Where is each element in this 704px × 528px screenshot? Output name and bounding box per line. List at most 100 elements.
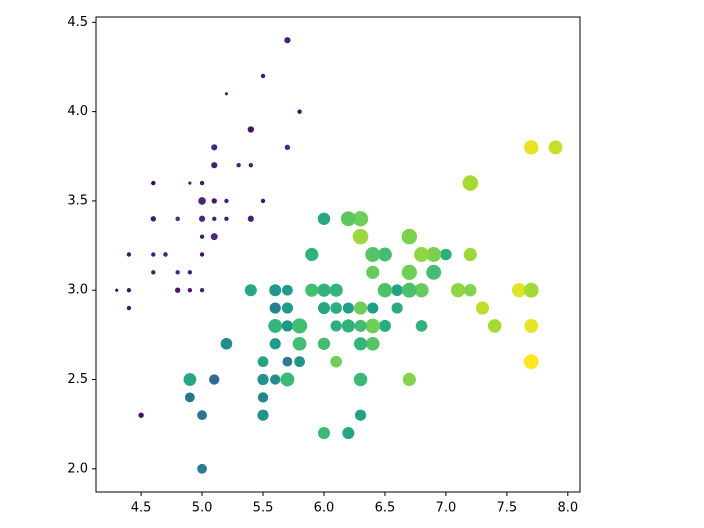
point: [317, 337, 331, 350]
point: [365, 337, 380, 351]
point: [280, 372, 295, 387]
point: [260, 198, 266, 204]
point: [198, 197, 206, 205]
point: [284, 37, 291, 44]
point: [548, 140, 563, 155]
point: [150, 216, 156, 222]
point: [291, 318, 308, 334]
point: [211, 162, 218, 169]
point: [292, 337, 307, 351]
point: [414, 247, 429, 262]
point: [247, 215, 254, 222]
point: [329, 283, 343, 297]
point: [402, 372, 416, 387]
point: [475, 301, 490, 315]
point: [341, 319, 355, 333]
point: [353, 372, 368, 387]
point: [317, 302, 330, 315]
x-tick-label: 6.5: [375, 501, 396, 516]
point: [248, 163, 254, 168]
point: [269, 302, 281, 314]
point: [401, 228, 418, 245]
point: [183, 373, 197, 386]
point: [199, 288, 205, 293]
point: [175, 216, 180, 221]
point: [365, 318, 381, 334]
point: [353, 301, 368, 315]
point: [450, 283, 466, 298]
point: [352, 211, 369, 227]
point: [415, 320, 428, 332]
point: [524, 318, 539, 333]
point: [352, 228, 369, 245]
point: [340, 211, 356, 227]
y-tick-label: 3.5: [67, 193, 88, 208]
point: [330, 320, 342, 332]
point: [282, 284, 293, 296]
point: [464, 284, 477, 297]
point: [220, 337, 233, 350]
x-tick-label: 7.5: [497, 501, 518, 516]
x-tick-label: 5.5: [253, 501, 274, 516]
point: [294, 356, 305, 368]
point: [257, 373, 269, 386]
point: [281, 320, 294, 332]
point: [330, 302, 342, 314]
point: [354, 409, 367, 421]
point: [115, 288, 119, 292]
point: [163, 252, 168, 257]
point: [281, 302, 294, 314]
point: [174, 287, 181, 293]
point: [401, 264, 417, 280]
point: [511, 283, 527, 298]
point: [305, 247, 319, 262]
point: [138, 412, 144, 418]
point: [523, 282, 539, 298]
point: [224, 198, 229, 204]
point: [224, 216, 229, 221]
point: [317, 212, 331, 225]
point: [126, 305, 132, 311]
point: [426, 247, 442, 262]
point: [198, 215, 206, 222]
point: [270, 374, 281, 385]
point: [199, 180, 205, 186]
point: [199, 252, 205, 257]
point: [236, 163, 241, 168]
point: [342, 427, 355, 440]
point: [463, 247, 477, 262]
y-tick-label: 2.0: [67, 461, 88, 476]
point: [297, 109, 302, 114]
point: [365, 247, 381, 262]
point: [258, 392, 268, 403]
point: [188, 181, 192, 185]
x-tick-label: 4.5: [131, 501, 152, 516]
point: [197, 463, 207, 474]
axes-frame: [95, 16, 581, 493]
point: [151, 252, 156, 257]
point: [210, 233, 218, 241]
point: [342, 302, 354, 314]
y-tick-label: 4.5: [67, 15, 88, 30]
point: [367, 302, 379, 314]
point: [260, 73, 266, 79]
point: [211, 198, 217, 204]
point: [354, 319, 367, 332]
point: [212, 216, 217, 221]
point: [257, 409, 269, 421]
point: [126, 288, 132, 293]
point: [224, 92, 229, 96]
x-tick-label: 8.0: [557, 501, 578, 516]
y-tick-label: 3.0: [67, 283, 88, 298]
point: [126, 252, 132, 257]
point: [187, 270, 193, 275]
point: [317, 427, 330, 440]
point: [257, 356, 269, 368]
point: [377, 247, 392, 262]
point: [317, 283, 331, 297]
y-tick-label: 4.0: [67, 104, 88, 119]
point: [305, 283, 319, 297]
point: [187, 288, 193, 293]
